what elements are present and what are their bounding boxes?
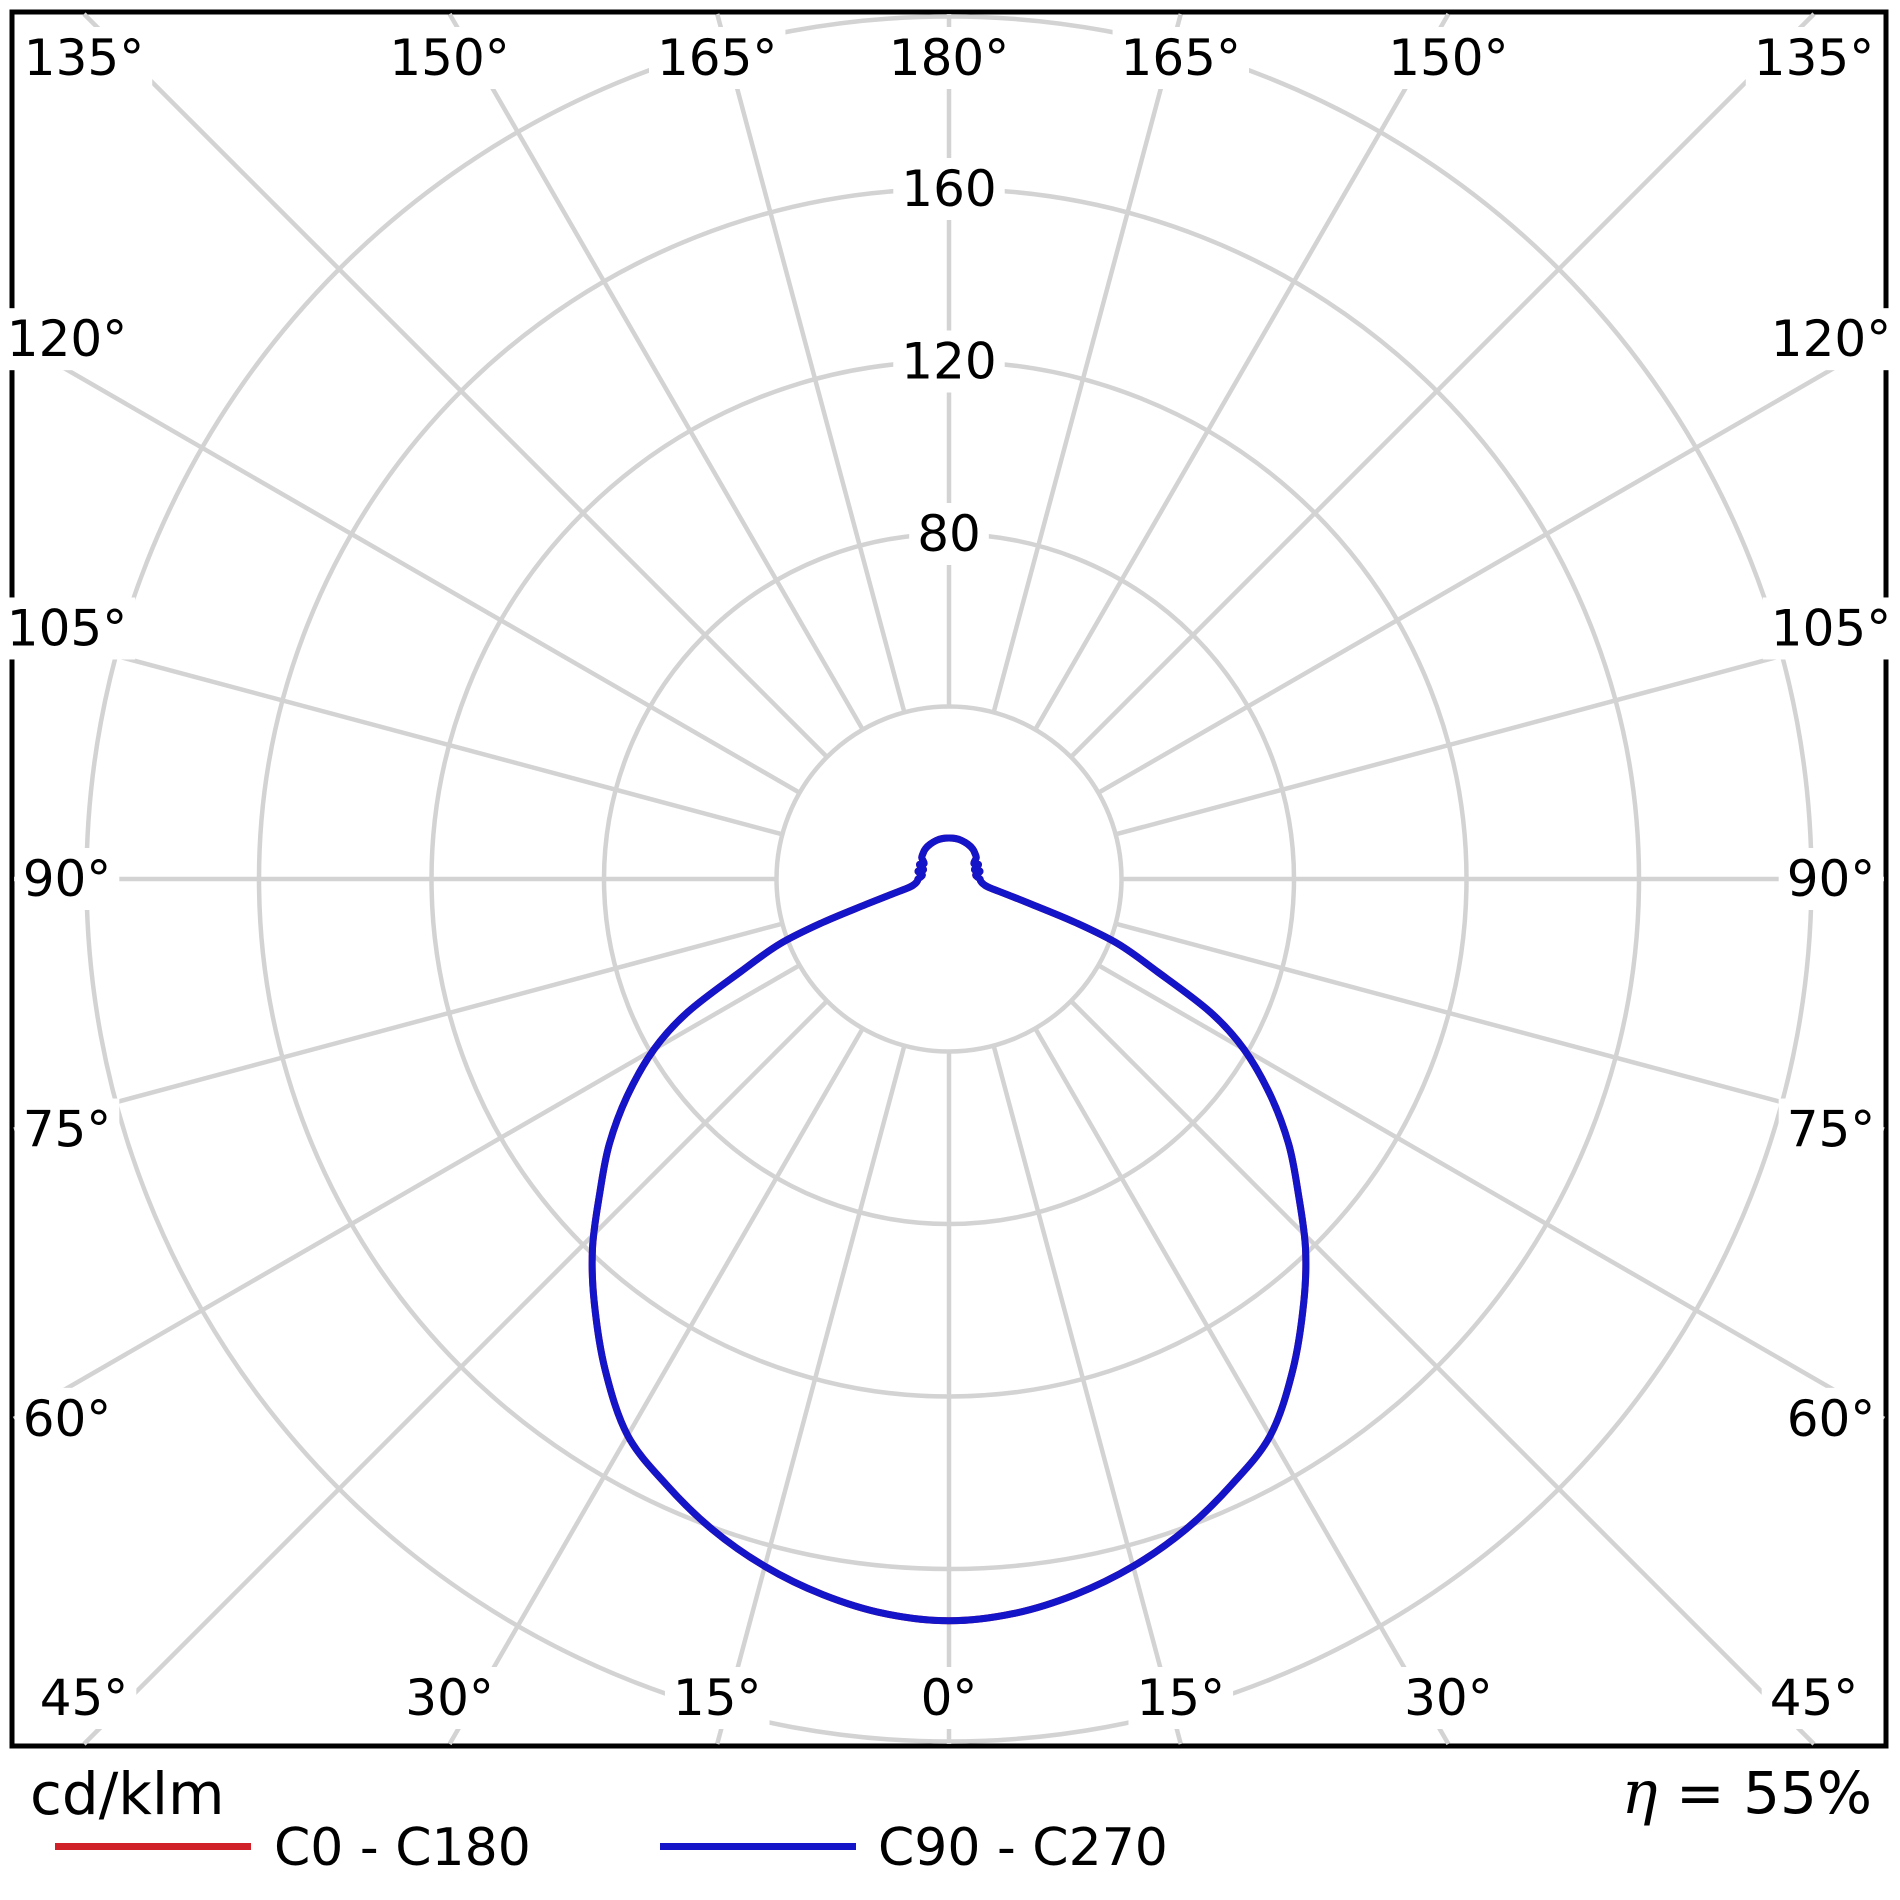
angle-label-180-right-bg <box>880 27 1018 89</box>
angle-label-120-right-bg <box>1762 308 1900 371</box>
radial-value-label-80-bg <box>909 503 989 565</box>
angle-label-15-left-bg <box>664 1667 770 1729</box>
angle-label-135-right-bg <box>1745 27 1883 89</box>
angle-label-105-right-bg <box>1762 597 1900 660</box>
angle-label-90-left-bg <box>14 848 120 910</box>
angle-label-90-right-bg <box>1778 848 1884 910</box>
radial-value-label-160: 160 <box>901 160 996 218</box>
angle-label-45-right-bg <box>1761 1667 1867 1729</box>
grid-ray-30-left <box>447 1027 865 1746</box>
grid-ray-105-right <box>1115 626 1885 837</box>
angle-label-45-left: 45° <box>40 1669 129 1727</box>
angle-label-30-right: 30° <box>1404 1669 1493 1727</box>
angle-label-165-left: 165° <box>657 29 777 87</box>
efficiency-value: = 55% <box>1676 1759 1872 1827</box>
radial-value-label-80: 80 <box>917 505 981 563</box>
legend-label-c90-c270: C90 - C270 <box>878 1818 1168 1878</box>
angle-label-60-right-bg <box>1778 1387 1884 1450</box>
grid-ray-60-right <box>1097 963 1886 1421</box>
angle-label-0-right-bg <box>912 1667 986 1729</box>
angle-label-60-right: 60° <box>1787 1390 1876 1448</box>
eta-symbol: η <box>1621 1758 1658 1828</box>
legend-line-c0-c180 <box>55 1843 251 1850</box>
efficiency-label: η = 55% <box>1622 1758 1872 1828</box>
angle-label-90-right: 90° <box>1787 850 1876 908</box>
grid-ray-105-left <box>13 626 783 837</box>
curve-c90-c270 <box>588 834 1310 1625</box>
grid-ray-45-right <box>1069 999 1816 1746</box>
unit-label: cd/klm <box>30 1760 225 1828</box>
grid-ray-120-left <box>12 337 801 795</box>
angle-label-30-left-bg <box>397 1667 502 1729</box>
angle-label-60-left: 60° <box>23 1390 112 1448</box>
angle-label-75-right: 75° <box>1787 1101 1876 1159</box>
angle-label-165-right-bg <box>1112 27 1249 89</box>
angle-label-150-right: 150° <box>1388 29 1508 87</box>
grid-ray-60-left <box>12 963 801 1421</box>
grid-ray-75-right <box>1115 921 1885 1132</box>
grid-ray-15-right <box>991 1045 1183 1745</box>
angle-label-135-left: 135° <box>24 29 144 87</box>
angle-label-75-left: 75° <box>23 1101 112 1159</box>
angle-label-150-right-bg <box>1380 27 1517 89</box>
legend-label-c0-c180: C0 - C180 <box>274 1818 531 1878</box>
grid-ray-120-right <box>1097 337 1886 795</box>
grid-ray-45-left <box>82 999 829 1746</box>
grid-ray-75-left <box>13 921 783 1132</box>
radial-value-label-120: 120 <box>901 333 996 391</box>
legend-line-c90-c270 <box>660 1843 856 1850</box>
angle-label-105-left-bg <box>0 597 136 660</box>
angle-label-105-left: 105° <box>7 599 127 657</box>
radial-value-label-120-bg <box>893 330 1005 393</box>
angle-label-15-left: 15° <box>673 1669 762 1727</box>
angle-label-165-left-bg <box>649 27 786 89</box>
angle-label-165-right: 165° <box>1121 29 1241 87</box>
radial-value-label-160-bg <box>893 158 1005 220</box>
angle-label-90-left: 90° <box>23 850 112 908</box>
angle-label-135-right: 135° <box>1754 29 1874 87</box>
grid-ray-30-right <box>1033 1027 1451 1746</box>
angle-label-75-left-bg <box>14 1098 120 1161</box>
angle-label-120-left-bg <box>0 308 136 371</box>
grid-ray-165-left <box>715 13 907 713</box>
angle-label-45-right: 45° <box>1770 1669 1859 1727</box>
angle-label-120-right: 120° <box>1771 310 1891 368</box>
angle-label-75-right-bg <box>1778 1098 1884 1161</box>
angle-label-150-left: 150° <box>389 29 509 87</box>
angle-label-150-left-bg <box>381 27 518 89</box>
grid-ray-165-right <box>991 13 1183 713</box>
grid-ray-150-left <box>447 12 865 731</box>
angle-label-30-left: 30° <box>405 1669 494 1727</box>
grid-ray-135-right <box>1069 12 1816 759</box>
angle-label-15-right-bg <box>1128 1667 1234 1729</box>
grid-ray-150-right <box>1033 12 1451 731</box>
angle-label-105-right: 105° <box>1771 599 1891 657</box>
angle-label-120-left: 120° <box>7 310 127 368</box>
grid-ray-15-left <box>715 1045 907 1745</box>
angle-label-15-right: 15° <box>1136 1669 1225 1727</box>
angle-label-0-right: 0° <box>921 1669 978 1727</box>
angle-label-180-right: 180° <box>889 29 1009 87</box>
angle-label-135-left-bg <box>15 27 153 89</box>
angle-label-45-left-bg <box>31 1667 137 1729</box>
angle-label-30-right-bg <box>1396 1667 1501 1729</box>
grid-ray-135-left <box>82 12 829 759</box>
angle-label-60-left-bg <box>14 1387 120 1450</box>
